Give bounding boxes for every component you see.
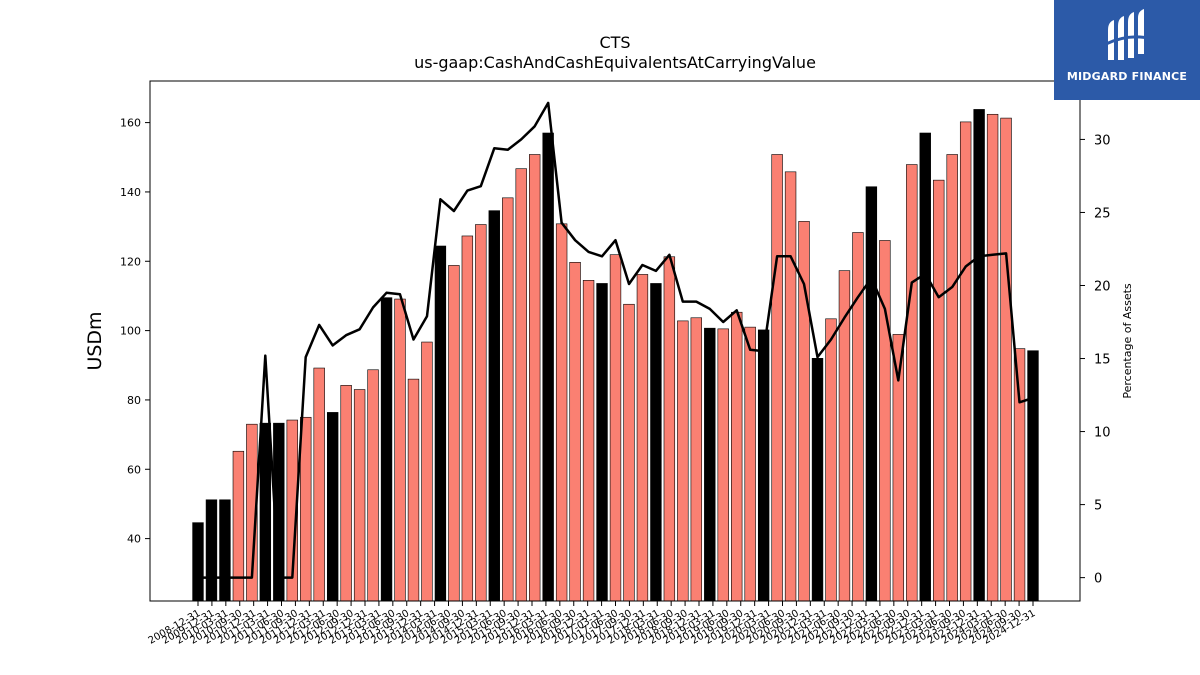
- bar-2022-09-30: [906, 164, 918, 602]
- bar-2020-06-30: [784, 171, 797, 602]
- bar-2012-09-30: [367, 369, 379, 602]
- bar-2014-09-30: [475, 224, 487, 602]
- bars-group: [192, 109, 1039, 602]
- bar-2011-09-30: [313, 367, 325, 602]
- percentage-of-assets-line: [198, 101, 1034, 579]
- bar-2021-09-30: [852, 232, 864, 602]
- bar-2016-09-30: [582, 280, 595, 602]
- bar-2017-09-30: [636, 274, 649, 602]
- y-tick-label: 140: [120, 186, 141, 199]
- bar-2019-12-31: [757, 329, 770, 602]
- bar-2010-09-30: [259, 422, 272, 602]
- bar-2024-12-31: [1027, 350, 1039, 602]
- bar-2012-12-31: [380, 297, 393, 602]
- bar-2019-06-30: [731, 311, 743, 602]
- bar-2018-03-31: [663, 256, 676, 602]
- bar-2013-12-31: [434, 245, 447, 602]
- y2-tick-label: 0: [1094, 572, 1102, 587]
- bar-2009-12-31: [219, 499, 231, 602]
- bar-2014-03-31: [448, 265, 460, 602]
- bar-2015-09-30: [529, 154, 541, 602]
- bar-2017-06-30: [623, 303, 635, 602]
- bar-2018-12-31: [704, 327, 716, 602]
- bar-2017-12-31: [650, 283, 662, 602]
- chart-subtitle: us-gaap:CashAndCashEquivalentsAtCarrying…: [414, 53, 816, 72]
- y-axis-right: 0 5 10 15 20 25 30: [1080, 133, 1111, 587]
- y2-tick-label: 30: [1094, 133, 1111, 148]
- bar-2020-03-31: [771, 154, 783, 602]
- bar-2024-06-30: [1000, 117, 1012, 602]
- bar-2023-12-31: [973, 109, 985, 602]
- bar-2017-03-31: [609, 254, 622, 602]
- bar-2009-09-30: [205, 499, 218, 602]
- bar-2023-03-31: [933, 179, 945, 602]
- bar-2018-09-30: [690, 317, 702, 602]
- bar-2016-03-31: [555, 223, 568, 602]
- y-axis-left: 40 60 80 100 120 140 160: [120, 117, 150, 546]
- y-tick-label: 120: [120, 255, 141, 268]
- bar-2021-03-31: [825, 318, 837, 602]
- bar-2019-03-31: [717, 328, 729, 602]
- chart-title: CTS: [599, 33, 630, 52]
- bar-2023-06-30: [946, 154, 958, 602]
- bar-2008-12-31: [192, 522, 204, 602]
- bar-2022-12-31: [919, 132, 931, 602]
- y-tick-label: 40: [127, 533, 141, 546]
- bar-2014-12-31: [488, 210, 500, 602]
- x-axis: 2008-12-312009-12-312010-03-312010-09-30…: [147, 601, 1038, 647]
- bar-2019-09-30: [744, 326, 756, 602]
- midgard-finance-logo: MIDGARD FINANCE: [1054, 0, 1200, 100]
- bar-2023-09-30: [959, 121, 972, 602]
- bar-2012-03-31: [340, 385, 352, 602]
- bar-2021-12-31: [865, 186, 878, 602]
- y-axis-label-left: USDm: [84, 311, 106, 370]
- bar-2015-06-30: [515, 168, 527, 602]
- bar-2024-09-30: [1013, 348, 1026, 602]
- bar-2015-03-31: [502, 197, 514, 602]
- bar-2011-06-30: [300, 416, 312, 602]
- y-axis-label-right: Percentage of Assets: [1121, 283, 1134, 399]
- logo-text: MIDGARD FINANCE: [1066, 70, 1188, 83]
- y2-tick-label: 5: [1094, 499, 1102, 514]
- midgard-logo-icon: [1105, 9, 1149, 60]
- bar-2013-06-30: [407, 378, 420, 602]
- bar-2018-06-30: [677, 320, 689, 602]
- bar-2011-12-31: [326, 412, 339, 602]
- y-tick-label: 60: [127, 463, 141, 476]
- bar-2014-06-30: [461, 235, 474, 602]
- bar-2021-06-30: [838, 270, 851, 602]
- y-tick-label: 100: [120, 325, 141, 338]
- bar-2013-09-30: [421, 341, 433, 602]
- y2-tick-label: 25: [1094, 206, 1111, 221]
- bar-2013-03-31: [394, 298, 406, 602]
- bar-2016-06-30: [569, 262, 581, 602]
- bar-2022-03-31: [879, 240, 891, 602]
- bar-2015-12-31: [542, 132, 554, 602]
- bar-2020-12-31: [811, 358, 824, 602]
- y-tick-label: 80: [127, 394, 141, 407]
- y2-tick-label: 15: [1094, 353, 1111, 368]
- bar-2016-12-31: [596, 283, 608, 602]
- bar-2024-03-31: [986, 113, 999, 602]
- y2-tick-label: 20: [1094, 279, 1111, 294]
- y2-tick-label: 10: [1094, 426, 1111, 441]
- y-tick-label: 160: [120, 117, 141, 130]
- bar-2012-06-30: [353, 389, 366, 602]
